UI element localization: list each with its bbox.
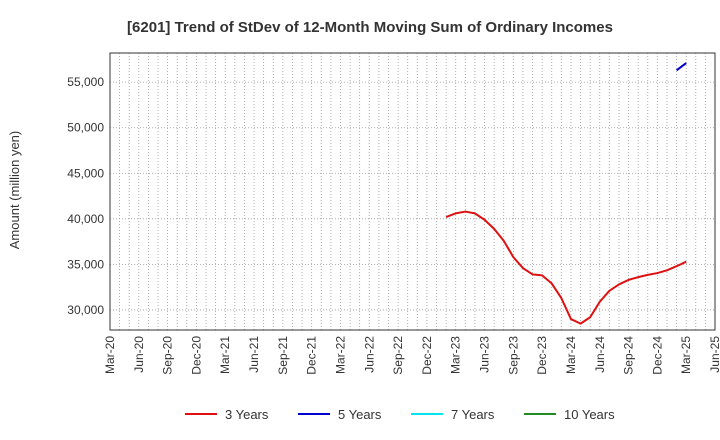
x-tick-label: Mar-23 (449, 336, 463, 374)
series-line-3-years (445, 210, 687, 325)
series-lines (445, 62, 687, 325)
x-tick-label: Jun-25 (708, 336, 720, 373)
legend: 3 Years 5 Years 7 Years 10 Years (185, 407, 615, 422)
y-axis-label: Amount (million yen) (7, 131, 22, 250)
x-tick-label: Jun-23 (478, 336, 492, 373)
x-tick-label: Jun-21 (247, 336, 261, 373)
legend-label-10-years: 10 Years (564, 407, 615, 422)
grid (109, 53, 716, 330)
x-tick-label: Dec-22 (420, 336, 434, 375)
x-tick-label: Mar-24 (564, 336, 578, 374)
series-line-5-years (675, 62, 687, 72)
x-tick-label: Dec-23 (535, 336, 549, 375)
y-tick-label: 30,000 (67, 303, 104, 317)
x-tick-label: Sep-24 (622, 336, 636, 375)
legend-label-3-years: 3 Years (225, 407, 269, 422)
plot-frame (109, 52, 716, 331)
y-tick-label: 35,000 (67, 257, 104, 271)
y-tick-label: 55,000 (67, 75, 104, 89)
x-tick-label: Sep-20 (161, 336, 175, 375)
x-tick-label: Dec-21 (305, 336, 319, 375)
x-tick-label: Mar-21 (218, 336, 232, 374)
x-tick-label: Dec-24 (650, 336, 664, 375)
y-axis-ticks: 30,000 35,000 40,000 45,000 50,000 55,000 (67, 75, 104, 317)
x-tick-label: Mar-20 (103, 336, 117, 374)
x-axis-ticks: Mar-20 Jun-20 Sep-20 Dec-20 Mar-21 Jun-21 Sep-… (103, 336, 720, 375)
x-tick-label: Mar-22 (333, 336, 347, 374)
x-tick-label: Sep-22 (391, 336, 405, 375)
legend-label-7-years: 7 Years (451, 407, 495, 422)
chart-title: [6201] Trend of StDev of 12-Month Moving… (127, 19, 613, 36)
y-tick-label: 50,000 (67, 121, 104, 135)
y-tick-label: 40,000 (67, 212, 104, 226)
legend-label-5-years: 5 Years (338, 407, 382, 422)
x-tick-label: Jun-22 (362, 336, 376, 373)
x-tick-label: Jun-24 (593, 336, 607, 373)
y-tick-label: 45,000 (67, 166, 104, 180)
x-tick-label: Sep-23 (506, 336, 520, 375)
x-tick-label: Sep-21 (276, 336, 290, 375)
x-tick-label: Jun-20 (132, 336, 146, 373)
x-tick-label: Mar-25 (679, 336, 693, 374)
x-tick-label: Dec-20 (189, 336, 203, 375)
